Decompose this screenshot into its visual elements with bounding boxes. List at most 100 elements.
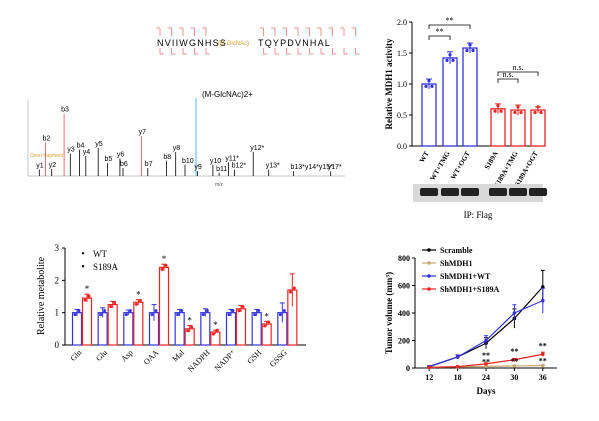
data-point <box>282 309 286 313</box>
data-point <box>128 309 132 313</box>
bar <box>251 312 262 346</box>
blot-band <box>420 188 438 196</box>
legend-label: S189A <box>93 262 119 272</box>
bar <box>442 57 458 147</box>
bar <box>490 108 506 147</box>
data-point <box>465 48 469 53</box>
legend-label: ShMDH1+WT <box>440 272 491 281</box>
bar <box>71 312 83 346</box>
data-point <box>541 298 545 303</box>
data-point <box>512 311 517 315</box>
data-point <box>455 364 460 369</box>
data-point <box>241 305 245 309</box>
data-point <box>468 43 472 47</box>
data-point <box>77 309 81 313</box>
y-tick-label: 200 <box>398 337 410 346</box>
data-point <box>516 105 520 109</box>
data-point <box>164 263 168 267</box>
data-point <box>263 324 267 328</box>
data-point <box>541 363 545 368</box>
spectrum-x-label: m/z <box>215 182 224 188</box>
star-marker: * <box>213 320 218 330</box>
star-marker: * <box>136 290 141 300</box>
data-point <box>257 309 261 313</box>
bar <box>510 109 526 147</box>
data-point <box>448 53 452 57</box>
bar <box>421 83 437 147</box>
peak-label: b4 <box>77 143 85 150</box>
y-tick-label: 0 <box>406 364 410 373</box>
significance-bracket <box>428 24 471 29</box>
blot-band <box>509 188 527 196</box>
y-tick-label: 0.5 <box>397 111 407 120</box>
x-tick-label: WT+OGT <box>449 150 472 181</box>
data-point <box>430 84 434 88</box>
blot-band <box>461 188 479 196</box>
data-point <box>109 305 113 309</box>
data-point <box>138 298 142 302</box>
peak-label: b3 <box>61 107 69 114</box>
x-tick-label: OAA <box>142 348 161 367</box>
bar <box>261 323 272 346</box>
y-tick-label: 3 <box>55 243 60 253</box>
x-tick-label: Asp <box>119 348 134 363</box>
data-point <box>83 298 87 302</box>
peak-label: b2 <box>43 135 51 142</box>
data-point <box>150 313 154 317</box>
tumor-volume-chart: 0 200 400 600 800 12 18 24 30 36 Days Tumor volume … <box>384 246 557 396</box>
data-point <box>536 105 540 109</box>
y-tick-label: 2 <box>55 275 60 285</box>
peptide-sequence-right: TQYPDVNHAL <box>258 38 331 48</box>
data-point <box>493 109 497 113</box>
peak-label: y10 <box>210 158 221 165</box>
blot-bands <box>420 188 547 196</box>
data-point <box>176 313 180 317</box>
data-point <box>541 352 545 357</box>
bar <box>174 312 185 346</box>
data-point <box>484 364 488 369</box>
peak-label: y13* <box>266 163 280 170</box>
peak-label: y1 <box>36 163 44 170</box>
data-point <box>73 313 77 317</box>
data-point <box>205 309 209 313</box>
data-point <box>124 313 128 317</box>
peak-label: y2 <box>49 162 57 169</box>
significance-bracket <box>497 71 539 76</box>
significance-label: ** <box>446 16 454 25</box>
data-point <box>288 290 292 294</box>
data-point <box>113 301 117 305</box>
bar <box>200 312 211 346</box>
peak-label: y12* <box>250 145 264 152</box>
data-point <box>160 267 164 271</box>
y-axis-label: Relative metabolite <box>36 256 47 335</box>
peak-label: b10 <box>182 158 194 165</box>
y-tick-label: 800 <box>398 254 410 263</box>
data-point <box>134 302 138 306</box>
bar <box>530 109 546 147</box>
significance-label: ** <box>482 351 490 360</box>
data-point <box>496 104 500 108</box>
data-point <box>445 58 449 62</box>
x-tick-label: Mal <box>171 348 187 364</box>
data-point <box>231 309 235 313</box>
y-tick-label: 600 <box>398 282 410 291</box>
peak-label: b8 <box>163 154 171 161</box>
blot-band <box>529 188 547 196</box>
data-point <box>512 364 517 368</box>
significance-label: n.s. <box>502 70 513 79</box>
data-point <box>484 362 488 366</box>
x-tick-label: 30 <box>510 373 518 382</box>
x-tick-label: Glu <box>94 348 109 363</box>
legend-label: ShMDH1+S189A <box>440 285 499 294</box>
data-point <box>278 313 282 317</box>
bar <box>123 312 134 346</box>
legend-label: Scramble <box>440 246 473 255</box>
peak-label: y8 <box>173 145 181 152</box>
y-tick-label: 1.0 <box>397 80 407 89</box>
y-axis-label: Tumor volume (mm³) <box>384 272 394 354</box>
data-point <box>499 109 503 113</box>
peak-label: b13*y14*y15* <box>291 164 334 171</box>
x-tick-label: GSH <box>245 348 263 366</box>
y-tick-label: 2.0 <box>397 18 407 27</box>
legend-marker <box>427 248 431 252</box>
